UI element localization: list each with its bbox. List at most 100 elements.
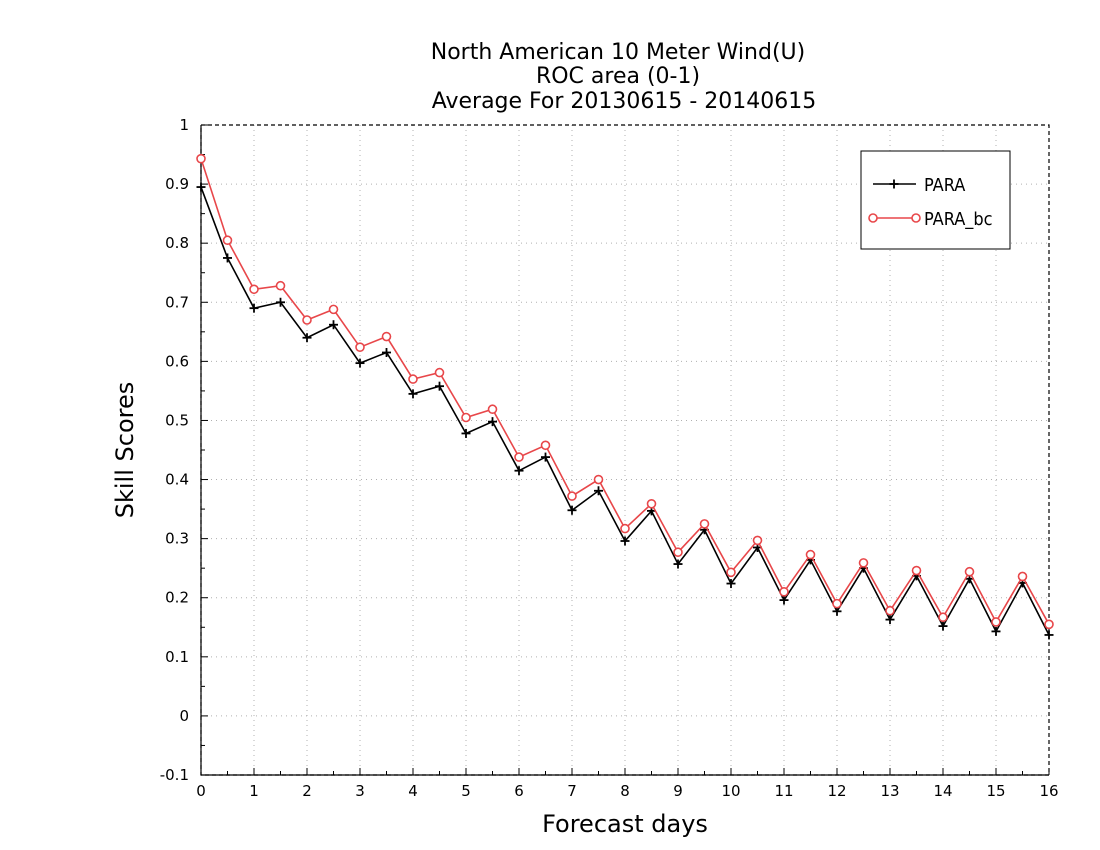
x-tick-label: 3 xyxy=(355,782,365,800)
data-point xyxy=(885,605,895,616)
data-point xyxy=(461,412,471,423)
data-point xyxy=(779,587,789,597)
data-point xyxy=(673,559,683,569)
x-tick-label: 15 xyxy=(986,782,1005,800)
data-point xyxy=(514,452,524,462)
data-point xyxy=(408,374,418,384)
data-point xyxy=(1044,619,1054,630)
data-point xyxy=(487,404,498,415)
series-para-bc xyxy=(196,153,1054,630)
data-point xyxy=(858,558,869,568)
y-tick-label: 0.6 xyxy=(165,352,189,370)
data-point xyxy=(938,621,948,631)
data-point xyxy=(540,440,551,451)
data-point xyxy=(646,498,657,509)
x-axis-label: Forecast days xyxy=(542,810,708,838)
legend-marker-para xyxy=(889,179,899,189)
data-point xyxy=(1017,571,1028,582)
data-point xyxy=(832,598,842,609)
data-point xyxy=(302,333,312,343)
data-point xyxy=(223,253,232,263)
data-point xyxy=(196,153,206,164)
series-layer xyxy=(196,153,1054,640)
data-point xyxy=(249,284,259,295)
data-point xyxy=(1044,630,1054,640)
x-tick-label: 2 xyxy=(302,782,312,800)
data-point xyxy=(805,549,816,560)
legend-marker-para-bc xyxy=(868,213,921,223)
data-point xyxy=(620,536,630,546)
data-point xyxy=(381,331,392,342)
data-point xyxy=(726,579,736,589)
legend-box xyxy=(860,150,1011,250)
data-point xyxy=(567,491,577,501)
legend-circle-icon xyxy=(911,213,921,223)
x-tick-label: 6 xyxy=(514,782,524,800)
x-tick-label: 4 xyxy=(408,782,418,800)
data-point xyxy=(276,297,285,307)
x-tick-label: 12 xyxy=(827,782,846,800)
data-point xyxy=(699,519,710,529)
grid xyxy=(201,125,1049,775)
x-tick-label: 11 xyxy=(774,782,793,800)
data-point xyxy=(275,280,286,291)
x-tick-label: 14 xyxy=(933,782,952,800)
data-point xyxy=(593,474,604,485)
x-tick-label: 7 xyxy=(567,782,577,800)
legend-circle-icon xyxy=(868,213,878,223)
y-axis: -0.1 0 0.1 0.2 0.3 0.4 0.5 0.6 0.7 0.8 0.9 1 xyxy=(160,116,208,784)
y-tick-label: 0.4 xyxy=(165,471,189,489)
data-point xyxy=(620,523,630,534)
data-point xyxy=(435,381,444,391)
data-point xyxy=(434,367,445,378)
data-point xyxy=(249,303,259,313)
data-point xyxy=(726,567,736,578)
legend-label-para-bc: PARA_bc xyxy=(924,209,993,230)
chart-title-line-3: Average For 20130615 - 20140615 xyxy=(432,89,817,114)
data-point xyxy=(328,304,339,315)
x-tick-label: 0 xyxy=(196,782,206,800)
legend-label-para: PARA xyxy=(924,175,965,196)
data-point xyxy=(911,565,922,576)
y-tick-label: 0.7 xyxy=(165,293,189,311)
legend-plus-icon xyxy=(889,179,899,189)
data-point xyxy=(938,612,948,623)
data-point xyxy=(991,626,1001,636)
data-point xyxy=(355,358,365,368)
y-tick-label: 0.2 xyxy=(165,589,189,607)
data-point xyxy=(885,615,895,625)
data-point xyxy=(408,389,418,399)
y-tick-label: 0.5 xyxy=(165,411,189,429)
data-point xyxy=(461,428,471,438)
y-tick-label: 0.9 xyxy=(165,175,189,193)
data-point xyxy=(567,505,577,515)
data-point xyxy=(329,320,338,330)
data-point xyxy=(355,342,365,352)
y-tick-label: 1 xyxy=(179,116,189,134)
data-point xyxy=(302,315,312,325)
y-tick-label: 0.8 xyxy=(165,234,189,252)
x-tick-label: 13 xyxy=(880,782,899,800)
data-point xyxy=(594,486,603,496)
x-tick-label: 10 xyxy=(721,782,740,800)
data-point xyxy=(991,617,1001,627)
data-point xyxy=(964,566,975,577)
x-axis: 0 1 2 3 4 5 6 7 8 9 10 11 12 13 14 15 16 xyxy=(196,768,1059,800)
data-point xyxy=(222,235,233,246)
legend: PARA PARA_bc xyxy=(860,150,1011,250)
x-tick-label: 16 xyxy=(1039,782,1058,800)
data-point xyxy=(488,417,497,427)
y-tick-label: -0.1 xyxy=(160,766,189,784)
data-point xyxy=(673,547,683,558)
x-tick-label: 1 xyxy=(249,782,259,800)
data-point xyxy=(514,466,524,476)
x-tick-label: 8 xyxy=(620,782,630,800)
data-point xyxy=(382,348,391,357)
y-tick-label: 0 xyxy=(179,707,189,725)
x-tick-label: 5 xyxy=(461,782,471,800)
x-tick-label: 9 xyxy=(673,782,683,800)
data-point xyxy=(541,452,550,462)
chart-title-line-2: ROC area (0-1) xyxy=(536,64,700,89)
y-tick-label: 0.3 xyxy=(165,530,189,548)
